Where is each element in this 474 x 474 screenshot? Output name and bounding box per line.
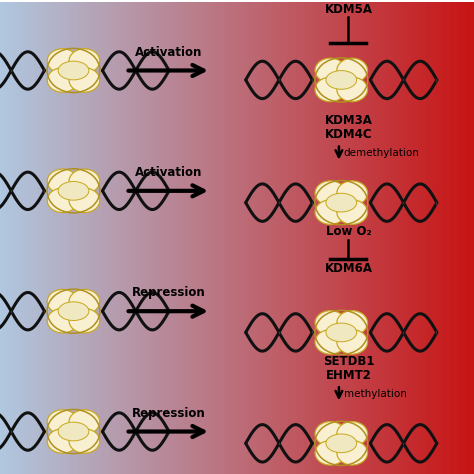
Ellipse shape bbox=[315, 421, 346, 446]
Ellipse shape bbox=[47, 429, 78, 453]
Ellipse shape bbox=[47, 169, 78, 193]
Text: methylation: methylation bbox=[344, 389, 407, 399]
Ellipse shape bbox=[58, 422, 89, 441]
Ellipse shape bbox=[47, 309, 78, 333]
Ellipse shape bbox=[337, 58, 367, 82]
Ellipse shape bbox=[315, 200, 346, 224]
Ellipse shape bbox=[47, 188, 78, 212]
Ellipse shape bbox=[58, 61, 89, 80]
Text: KDM3A: KDM3A bbox=[324, 114, 373, 127]
Ellipse shape bbox=[69, 188, 100, 212]
Text: Repression: Repression bbox=[131, 407, 205, 419]
Ellipse shape bbox=[337, 330, 367, 354]
Ellipse shape bbox=[47, 410, 78, 434]
Ellipse shape bbox=[58, 182, 89, 200]
Ellipse shape bbox=[326, 434, 356, 453]
Ellipse shape bbox=[47, 68, 78, 92]
Text: demethylation: demethylation bbox=[344, 148, 419, 158]
Ellipse shape bbox=[47, 290, 78, 314]
Ellipse shape bbox=[337, 77, 367, 101]
Text: EHMT2: EHMT2 bbox=[326, 369, 371, 382]
Ellipse shape bbox=[326, 193, 356, 212]
Ellipse shape bbox=[315, 58, 346, 82]
Ellipse shape bbox=[315, 441, 346, 465]
Ellipse shape bbox=[69, 68, 100, 92]
Ellipse shape bbox=[69, 290, 100, 314]
Ellipse shape bbox=[315, 330, 346, 354]
Ellipse shape bbox=[315, 77, 346, 101]
Ellipse shape bbox=[315, 181, 346, 205]
Ellipse shape bbox=[69, 309, 100, 333]
Ellipse shape bbox=[47, 49, 78, 73]
Ellipse shape bbox=[58, 302, 89, 320]
Ellipse shape bbox=[69, 169, 100, 193]
Ellipse shape bbox=[326, 323, 356, 342]
Ellipse shape bbox=[337, 310, 367, 335]
Ellipse shape bbox=[69, 49, 100, 73]
Ellipse shape bbox=[315, 310, 346, 335]
Text: KDM5A: KDM5A bbox=[324, 3, 373, 16]
Text: Activation: Activation bbox=[135, 46, 202, 59]
Text: KDM6A: KDM6A bbox=[324, 262, 373, 274]
Text: Repression: Repression bbox=[131, 286, 205, 300]
Ellipse shape bbox=[69, 410, 100, 434]
Ellipse shape bbox=[337, 441, 367, 465]
Ellipse shape bbox=[337, 200, 367, 224]
Text: SETDB1: SETDB1 bbox=[323, 355, 374, 368]
Text: Low O₂: Low O₂ bbox=[326, 225, 371, 238]
Ellipse shape bbox=[69, 429, 100, 453]
Ellipse shape bbox=[326, 71, 356, 89]
Text: Activation: Activation bbox=[135, 166, 202, 179]
Text: KDM4C: KDM4C bbox=[325, 128, 372, 141]
Ellipse shape bbox=[337, 181, 367, 205]
Ellipse shape bbox=[337, 421, 367, 446]
